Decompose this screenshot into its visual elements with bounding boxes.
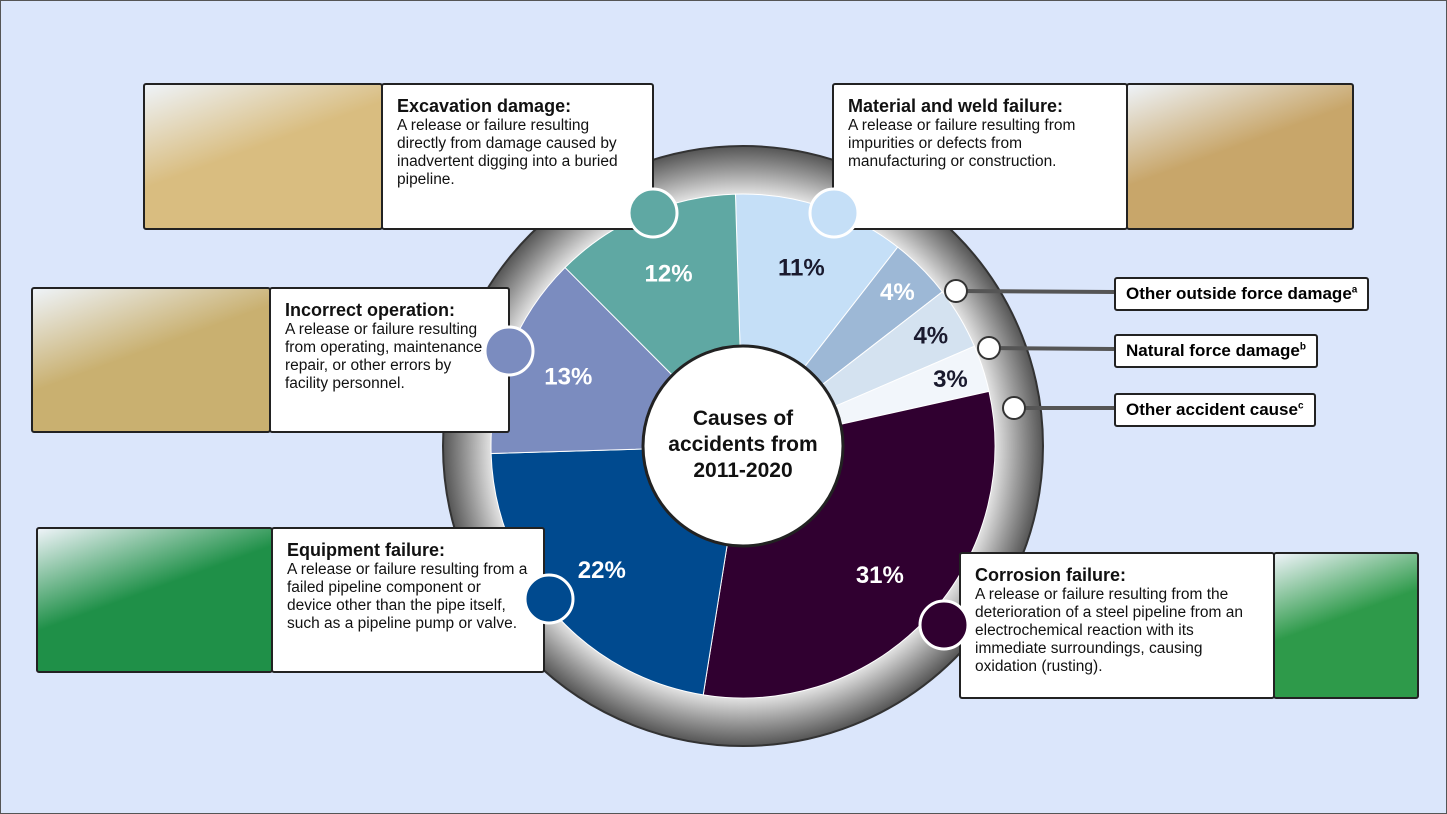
value-label: 31%: [856, 562, 904, 589]
slice-dot: [1002, 396, 1026, 420]
illustration: [1126, 83, 1354, 230]
description: A release or failure resulting directly …: [397, 117, 618, 188]
value-label: 13%: [544, 364, 592, 391]
category-label: Other outside force damagea: [1114, 277, 1370, 311]
value-label: 11%: [778, 254, 825, 281]
description-box: Corrosion failure: A release or failure r…: [959, 552, 1275, 699]
leader-line: [988, 346, 1115, 351]
illustration: [1273, 552, 1419, 699]
illustration: [36, 527, 273, 673]
footnote-mark: a: [1351, 284, 1358, 296]
illustration: [143, 83, 383, 230]
category-name: Excavation damage:: [397, 96, 572, 116]
category-name: Incorrect operation:: [285, 300, 456, 320]
leader-line: [955, 289, 1115, 294]
category-name: Corrosion failure:: [975, 565, 1127, 585]
value-label: 22%: [578, 557, 626, 584]
category-label: Natural force damageb: [1114, 334, 1318, 368]
category-name: Natural force damage: [1126, 341, 1300, 360]
description: A release or failure resulting from oper…: [285, 321, 487, 392]
description-box: Incorrect operation: A release or failure…: [269, 287, 510, 433]
category-name: Other outside force damage: [1126, 284, 1352, 303]
description-box: Material and weld failure: A release or f…: [832, 83, 1128, 230]
chart-title: Causes of accidents from 2011-2020: [668, 407, 818, 482]
description: A release or failure resulting from the …: [975, 586, 1243, 675]
category-name: Equipment failure:: [287, 540, 446, 560]
category-label: Other accident causec: [1114, 393, 1316, 427]
description: A release or failure resulting from a fa…: [287, 561, 528, 632]
footnote-mark: c: [1297, 400, 1304, 412]
value-label: 4%: [880, 279, 915, 306]
illustration: [31, 287, 271, 433]
value-label: 12%: [645, 260, 693, 287]
description-box: Equipment failure: A release or failure r…: [271, 527, 545, 673]
slice-dot: [977, 336, 1001, 360]
value-label: 3%: [933, 366, 968, 393]
slice-dot: [944, 279, 968, 303]
description: A release or failure resulting from impu…: [848, 117, 1076, 170]
description-box: Excavation damage: A release or failure r…: [381, 83, 654, 230]
footnote-mark: b: [1299, 341, 1306, 353]
category-name: Material and weld failure:: [848, 96, 1064, 116]
value-label: 4%: [913, 322, 948, 349]
category-name: Other accident cause: [1126, 400, 1298, 419]
center-circle: [641, 344, 845, 548]
